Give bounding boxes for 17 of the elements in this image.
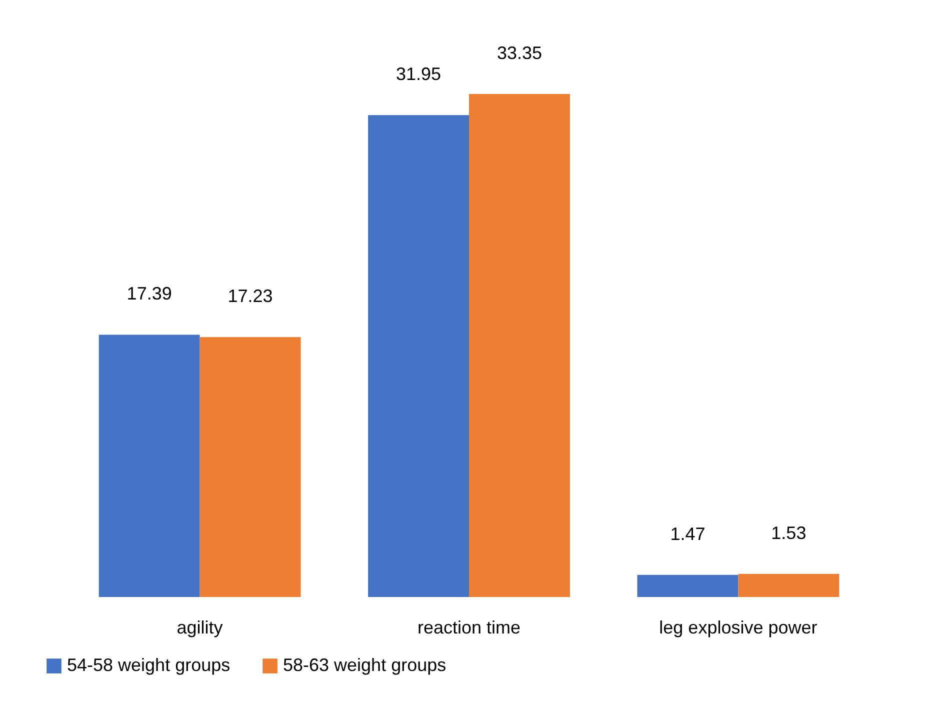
data-label: 33.35 <box>496 43 542 63</box>
legend-label: 54-58 weight groups <box>67 655 230 675</box>
data-label: 1.53 <box>771 522 806 543</box>
data-label: 31.95 <box>396 64 442 84</box>
bar <box>368 115 469 597</box>
data-label: 1.47 <box>670 524 706 544</box>
data-label: 17.23 <box>228 286 273 306</box>
bar <box>637 574 738 597</box>
x-tick-label: leg explosive power <box>659 618 818 638</box>
bar <box>200 337 301 597</box>
bar <box>98 334 200 597</box>
data-label: 17.39 <box>126 284 172 304</box>
bar <box>469 94 570 597</box>
x-tick-label: reaction time <box>417 618 521 638</box>
bar <box>738 574 840 597</box>
x-tick-label: agility <box>176 618 223 638</box>
legend-label: 58-63 weight groups <box>283 655 446 675</box>
